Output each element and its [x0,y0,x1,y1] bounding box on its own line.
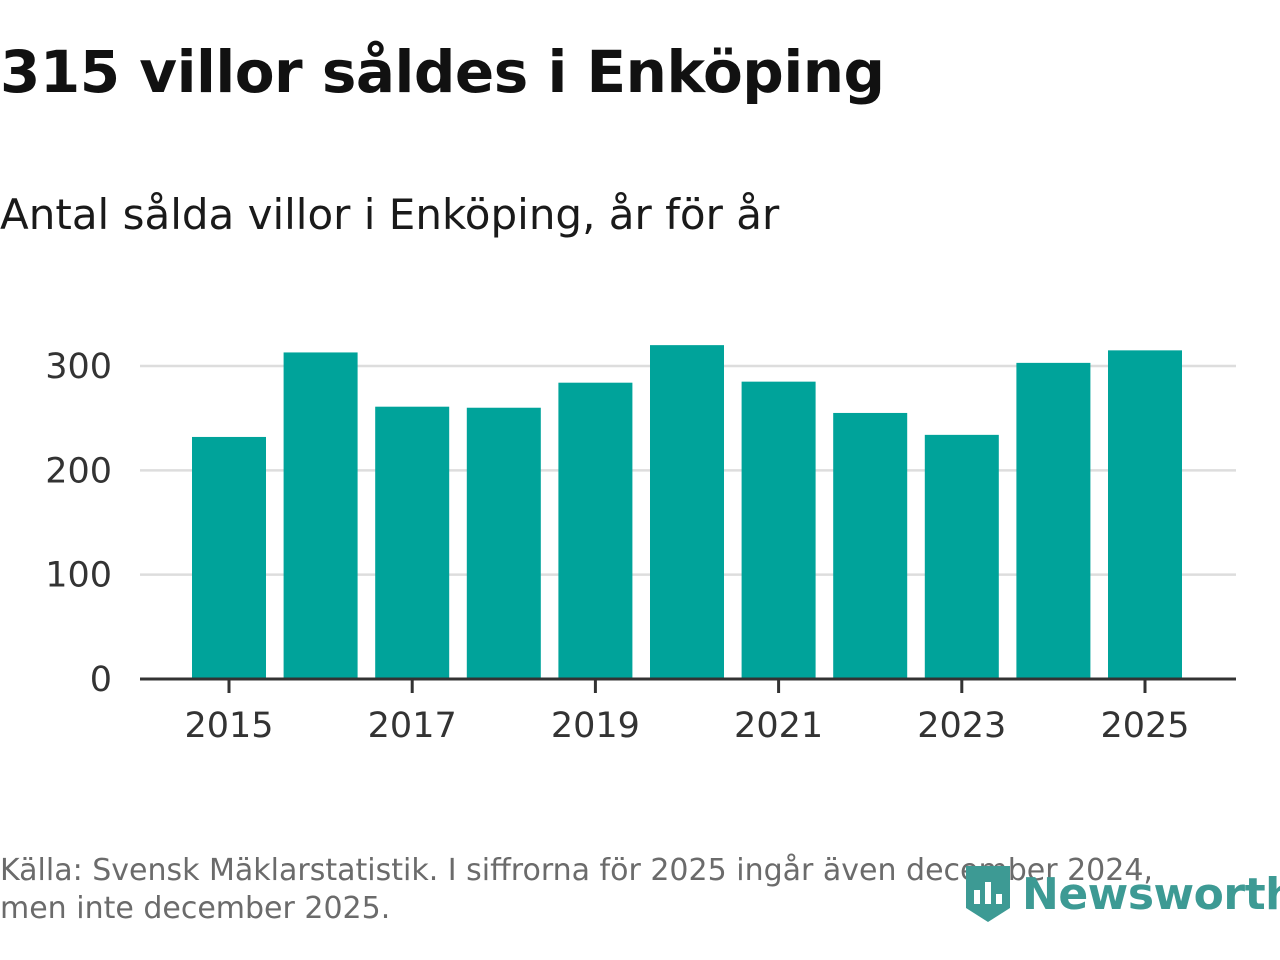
y-tick-label: 100 [45,556,112,596]
newsworthy-logo: Newsworthy [962,862,1280,926]
source-note: Källa: Svensk Mäklarstatistik. I siffror… [0,852,1220,928]
y-tick-label: 0 [90,660,112,700]
x-tick-label: 2023 [917,706,1006,746]
y-tick-label: 300 [45,347,112,387]
x-tick-label: 2015 [184,706,273,746]
bar-2025 [1108,350,1182,679]
bar-2015 [192,436,266,679]
source-line-2: men inte december 2025. [0,891,391,926]
chart-subtitle: Antal sålda villor i Enköping, år för år [0,190,780,239]
bars [192,345,1182,679]
newsworthy-logo-text: Newsworthy [1022,868,1280,920]
bar-2022 [833,412,908,679]
x-tick-label: 2025 [1100,706,1189,746]
x-tick-label: 2019 [551,706,640,746]
bar-2016 [283,352,358,679]
x-tick-label: 2017 [368,706,457,746]
newsworthy-logo-icon [966,866,1010,922]
bar-2024 [1016,362,1091,679]
bar-2018 [466,407,541,679]
chart-title: 315 villor såldes i Enköping [0,38,885,106]
source-line-1: Källa: Svensk Mäklarstatistik. I siffror… [0,853,1153,888]
bar-2021 [741,381,816,679]
bar-2020 [650,345,724,679]
x-tick-label: 2021 [734,706,823,746]
bar-2019 [558,382,633,679]
bar-2017 [375,406,450,679]
y-tick-label: 200 [45,451,112,491]
bar-2023 [924,434,999,679]
axes: 0 100 200 300 2015 2017 2019 2021 2023 2025 [45,347,1236,746]
